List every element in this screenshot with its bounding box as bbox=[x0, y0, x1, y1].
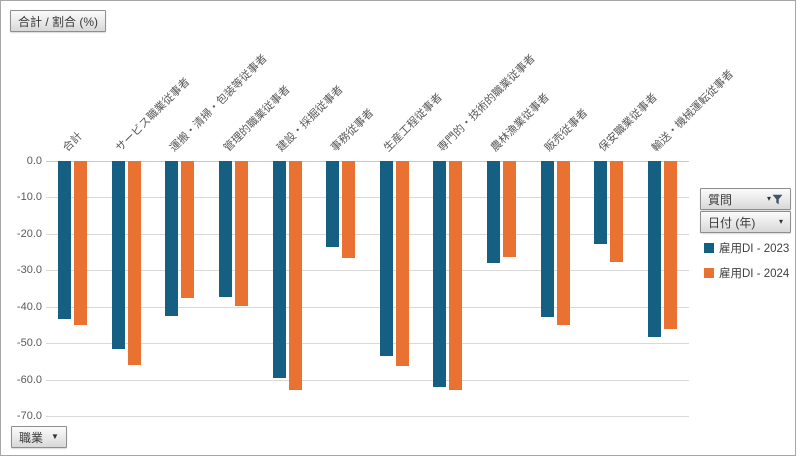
bar-雇用DI - 2024-専門的・技術的職業従事者[interactable] bbox=[449, 161, 463, 390]
axis-field-label: 職業 bbox=[19, 430, 44, 445]
legend-panel: 質問 ▾ 日付 (年) ▾ 雇用DI - 2023 雇用DI - 2024 bbox=[700, 188, 791, 290]
y-axis-tick-label: 0.0 bbox=[26, 155, 42, 167]
legend-label-2024: 雇用DI - 2024 bbox=[719, 268, 790, 280]
zero-axis-line bbox=[46, 161, 689, 162]
category-axis-label: 販売従事者 bbox=[542, 106, 591, 155]
bar-雇用DI - 2024-保安職業従事者[interactable] bbox=[610, 161, 624, 262]
y-axis-tick-label: -20.0 bbox=[16, 227, 42, 240]
bar-雇用DI - 2024-建設・採掘従事者[interactable] bbox=[288, 161, 302, 391]
y-axis-tick-label: -60.0 bbox=[16, 373, 42, 386]
gridline bbox=[46, 270, 689, 272]
bar-雇用DI - 2023-農林漁業従事者[interactable] bbox=[486, 161, 500, 264]
bar-雇用DI - 2023-運搬・清掃・包装等従事者[interactable] bbox=[165, 161, 179, 316]
bar-雇用DI - 2023-事務従事者[interactable] bbox=[326, 161, 340, 248]
y-axis-tick-label: -10.0 bbox=[16, 191, 42, 204]
legend-swatch-2024 bbox=[704, 268, 714, 278]
filter-icon-group: ▾ bbox=[767, 194, 783, 205]
legend-swatch-2023 bbox=[704, 243, 714, 253]
bar-雇用DI - 2023-販売従事者[interactable] bbox=[540, 161, 554, 318]
gridline bbox=[46, 197, 689, 199]
legend-label-2023: 雇用DI - 2023 bbox=[719, 243, 790, 255]
value-field-button[interactable]: 合計 / 割合 (%) bbox=[10, 10, 106, 32]
legend-item-2023[interactable]: 雇用DI - 2023 bbox=[704, 240, 791, 256]
y-axis-tick-label: -70.0 bbox=[16, 410, 42, 422]
bar-雇用DI - 2024-販売従事者[interactable] bbox=[556, 161, 570, 325]
gridline bbox=[46, 306, 689, 308]
bar-雇用DI - 2023-生産工程従事者[interactable] bbox=[379, 161, 393, 357]
date-field-button[interactable]: 日付 (年) ▾ bbox=[700, 211, 791, 233]
question-filter-button[interactable]: 質問 ▾ bbox=[700, 188, 791, 210]
y-axis-tick-label: -50.0 bbox=[16, 337, 42, 350]
chevron-down-icon: ▼ bbox=[51, 432, 59, 441]
category-axis-label: 運搬・清掃・包装等従事者 bbox=[167, 52, 270, 155]
y-axis-tick-label: -30.0 bbox=[16, 264, 42, 277]
plot-area bbox=[46, 161, 689, 417]
bar-雇用DI - 2024-サービス職業従事者[interactable] bbox=[127, 161, 141, 365]
bar-雇用DI - 2023-建設・採掘従事者[interactable] bbox=[272, 161, 286, 379]
bar-雇用DI - 2023-保安職業従事者[interactable] bbox=[594, 161, 608, 245]
bar-雇用DI - 2024-輸送・機械運転従事者[interactable] bbox=[663, 161, 677, 330]
funnel-filter-icon bbox=[772, 194, 783, 204]
bar-雇用DI - 2023-専門的・技術的職業従事者[interactable] bbox=[433, 161, 447, 387]
legend: 雇用DI - 2023 雇用DI - 2024 bbox=[700, 240, 791, 281]
bar-雇用DI - 2024-生産工程従事者[interactable] bbox=[395, 161, 409, 366]
bar-雇用DI - 2024-合計[interactable] bbox=[74, 161, 88, 326]
gridline bbox=[46, 343, 689, 345]
question-filter-label: 質問 bbox=[708, 192, 733, 207]
y-axis-tick-label: -40.0 bbox=[16, 300, 42, 313]
category-axis-label: 合計 bbox=[60, 130, 85, 155]
value-field-label: 合計 / 割合 (%) bbox=[18, 14, 98, 29]
bar-雇用DI - 2023-合計[interactable] bbox=[58, 161, 72, 319]
category-axis-field-button[interactable]: 職業 ▼ bbox=[11, 426, 67, 448]
gridline bbox=[46, 379, 689, 381]
bar-雇用DI - 2024-事務従事者[interactable] bbox=[342, 161, 356, 259]
date-field-label: 日付 (年) bbox=[708, 215, 756, 230]
category-axis-label: 事務従事者 bbox=[328, 106, 376, 155]
bar-雇用DI - 2024-運搬・清掃・包装等従事者[interactable] bbox=[181, 161, 195, 299]
bar-雇用DI - 2024-農林漁業従事者[interactable] bbox=[502, 161, 516, 257]
chevron-down-icon: ▾ bbox=[778, 217, 783, 226]
bar-雇用DI - 2024-管理的職業従事者[interactable] bbox=[235, 161, 249, 306]
bar-雇用DI - 2023-輸送・機械運転従事者[interactable] bbox=[647, 161, 661, 338]
category-axis-label: 輸送・機械運転従事者 bbox=[650, 68, 737, 155]
bar-雇用DI - 2023-サービス職業従事者[interactable] bbox=[111, 161, 125, 349]
gridline bbox=[46, 233, 689, 235]
category-axis-label: 専門的・技術的職業従事者 bbox=[435, 52, 538, 155]
legend-item-2024[interactable]: 雇用DI - 2024 bbox=[704, 265, 791, 281]
chevron-down-icon: ▾ bbox=[766, 194, 771, 203]
gridline bbox=[46, 416, 689, 417]
bar-雇用DI - 2023-管理的職業従事者[interactable] bbox=[219, 161, 233, 297]
